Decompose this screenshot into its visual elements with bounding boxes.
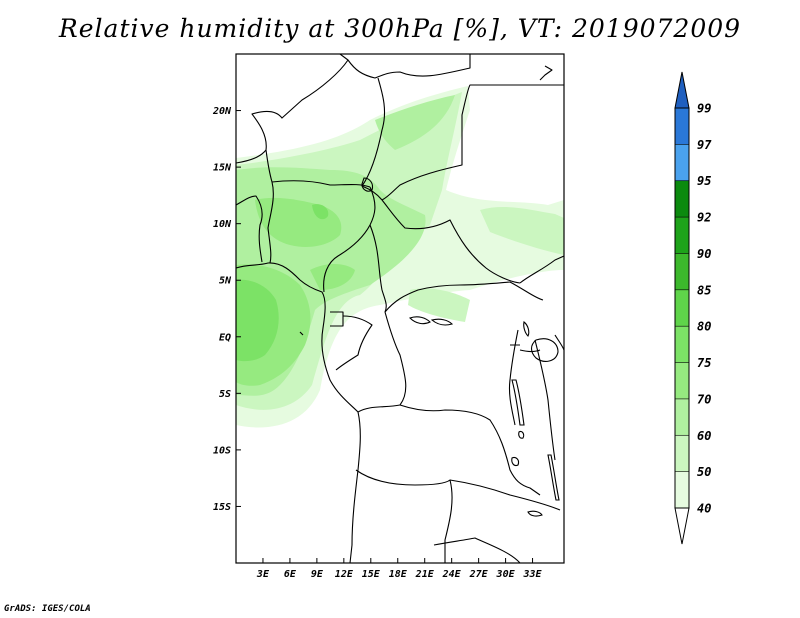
lon-tick-label: 9E: [311, 569, 324, 580]
lake-chad: [361, 177, 374, 192]
colorbar: 40 50 60 70 75 80 85 90 92 95 97 99: [674, 71, 712, 545]
lon-tick-label: 33E: [523, 569, 543, 580]
lat-tick-label: 15N: [213, 163, 232, 174]
lake-mweru: [511, 456, 520, 467]
lat-tick-label: EQ: [219, 332, 231, 343]
lon-tick-label: 18E: [389, 569, 408, 580]
lat-tick-label: 5N: [219, 276, 232, 287]
colorbar-segment: [675, 435, 689, 472]
lake-kivu: [518, 430, 525, 439]
lon-tick-label: 15E: [362, 569, 381, 580]
lon-tick-label: 27E: [469, 569, 489, 580]
map-title: Relative humidity at 300hPa [%], VT: 201…: [58, 14, 742, 43]
grads-credit: GrADS: IGES/COLA: [4, 604, 91, 614]
lake-malawi: [547, 454, 560, 501]
colorbar-segment: [675, 108, 689, 145]
colorbar-label: 97: [697, 138, 712, 152]
humidity-shading: [236, 86, 564, 428]
colorbar-segment: [675, 180, 689, 218]
lon-tick-label: 3E: [256, 569, 270, 580]
lake-albert: [523, 321, 530, 337]
country-borders: [236, 54, 564, 563]
colorbar-label: 80: [697, 320, 711, 334]
colorbar-label: 60: [697, 429, 711, 443]
colorbar-segment: [675, 217, 689, 254]
colorbar-label: 95: [697, 174, 711, 188]
colorbar-segment: [675, 471, 689, 508]
map-axes: 20N 15N 10N 5N EQ 5S 10S 15S 3E 6E 9E 12E 15E 18E 21E 2…: [212, 106, 543, 580]
colorbar-segment: [675, 362, 689, 399]
lake-tanganyika: [511, 379, 525, 426]
lat-tick-label: 15S: [213, 502, 231, 513]
lat-tick-label: 10N: [213, 219, 232, 230]
colorbar-label: 92: [697, 211, 711, 225]
colorbar-label: 90: [697, 247, 711, 261]
colorbar-label: 40: [697, 502, 711, 516]
colorbar-label: 99: [697, 102, 711, 116]
lat-tick-label: 20N: [212, 106, 232, 117]
lake-bangweulu: [527, 510, 543, 517]
colorbar-segment: [675, 289, 689, 327]
colorbar-label: 75: [697, 356, 711, 370]
colorbar-segment: [675, 144, 689, 181]
colorbar-segment: [675, 253, 689, 290]
colorbar-label: 85: [697, 283, 711, 297]
lake-victoria: [530, 338, 559, 362]
coastline: [236, 262, 361, 563]
lat-tick-label: 5S: [219, 389, 231, 400]
colorbar-bottom-arrow: [674, 507, 690, 545]
colorbar-segment: [675, 326, 689, 363]
lon-tick-label: 6E: [284, 569, 297, 580]
lon-tick-label: 30E: [496, 569, 516, 580]
lon-tick-label: 21E: [415, 569, 435, 580]
lon-tick-label: 12E: [335, 569, 354, 580]
colorbar-label: 70: [697, 392, 711, 406]
colorbar-segment: [675, 398, 689, 436]
colorbar-top-arrow: [674, 71, 690, 109]
colorbar-label: 50: [697, 465, 711, 479]
map-frame: [235, 53, 565, 564]
lon-tick-label: 24E: [442, 569, 462, 580]
lakes: [299, 177, 560, 517]
lat-tick-label: 10S: [213, 445, 231, 456]
